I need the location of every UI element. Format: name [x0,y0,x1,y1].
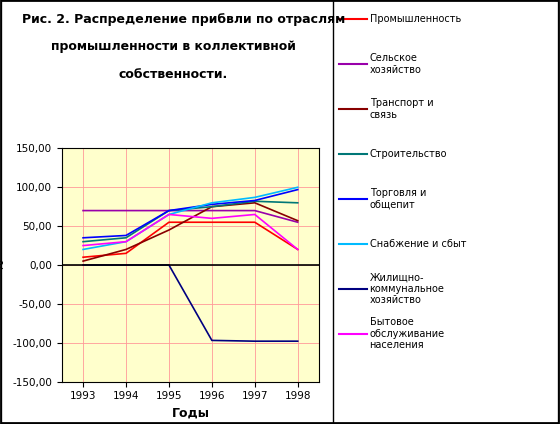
X-axis label: Годы: Годы [171,407,209,420]
Text: Сельское
хозяйство: Сельское хозяйство [370,53,422,75]
Text: Торговля и
общепит: Торговля и общепит [370,188,426,209]
Text: промышленности в коллективной: промышленности в коллективной [51,40,296,53]
Text: Жилищно-
коммунальное
хозяйство: Жилищно- коммунальное хозяйство [370,272,445,305]
Text: собственности.: собственности. [119,68,228,81]
Text: Рис. 2. Распределение прибвли по отраслям: Рис. 2. Распределение прибвли по отрасля… [22,13,346,26]
Text: Транспорт и
связь: Транспорт и связь [370,98,433,120]
Y-axis label: %: % [0,259,7,271]
Text: Снабжение и сбыт: Снабжение и сбыт [370,239,466,249]
Text: Промышленность: Промышленность [370,14,461,24]
Text: Строительство: Строительство [370,149,447,159]
Text: Бытовое
обслуживание
населения: Бытовое обслуживание населения [370,317,445,350]
